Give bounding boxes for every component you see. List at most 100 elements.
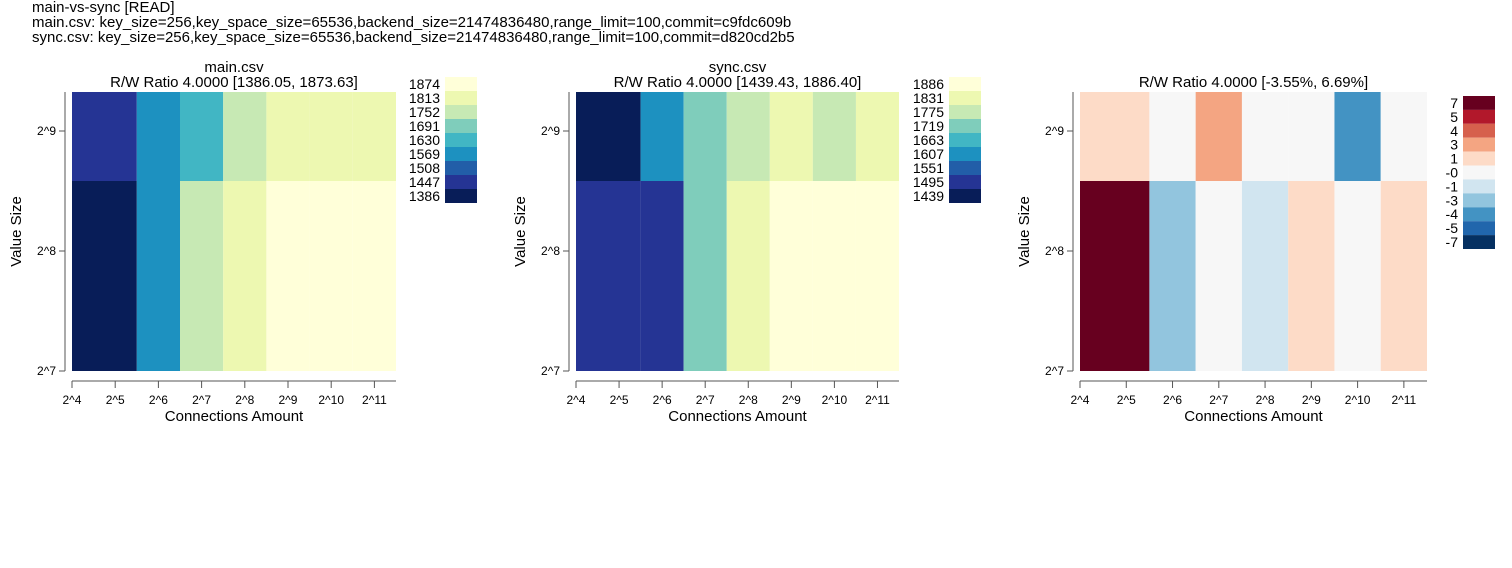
legend-label: 3 (1450, 137, 1458, 153)
heatmap-cell-2^9-2^7 (180, 92, 224, 181)
heatmap-cell-2^9-2^5 (1080, 92, 1150, 181)
legend-swatch-9 (1463, 207, 1495, 222)
legend-swatch-6 (1463, 165, 1495, 180)
legend-label: 1439 (913, 188, 944, 204)
sync-csv-info: sync.csv: key_size=256,key_space_size=65… (32, 29, 795, 46)
y-axis-label: Value Size (512, 196, 529, 267)
heatmap-cell-2^9-2^8 (223, 92, 267, 181)
heatmap-cell-2^8-2^6 (640, 181, 684, 371)
legend-swatch-4 (1463, 137, 1495, 152)
x-tick-label: 2^8 (1256, 393, 1275, 407)
x-tick-label: 2^7 (192, 393, 211, 407)
x-axis-label: Connections Amount (165, 408, 304, 425)
panel-1-title: main.csv (204, 59, 264, 76)
legend-label: 1752 (409, 104, 440, 120)
panel-2-subtitle: R/W Ratio 4.0000 [1439.43, 1886.40] (614, 74, 862, 91)
heatmap-cell-2^8-2^11 (1380, 181, 1427, 371)
legend-swatch-11 (1463, 235, 1495, 249)
y-axis-label: Value Size (1016, 196, 1033, 267)
figure-header: main-vs-sync [READ] main.csv: key_size=2… (32, 0, 795, 45)
x-tick-label: 2^9 (782, 393, 801, 407)
heatmap-cell-2^8-2^8 (1241, 181, 1289, 371)
legend-swatch-1 (1463, 96, 1495, 110)
x-tick-label: 2^9 (1302, 393, 1321, 407)
y-tick-label: 2^8 (37, 244, 56, 258)
legend-swatch-1 (445, 77, 477, 91)
y-tick-label: 2^8 (1045, 244, 1064, 258)
x-axis-label: Connections Amount (1184, 408, 1323, 425)
legend-label: -4 (1446, 206, 1459, 222)
legend-swatch-4 (949, 119, 981, 133)
heatmap-cell-2^9-2^7 (1195, 92, 1242, 181)
x-tick-label: 2^11 (865, 393, 890, 407)
legend-swatch-7 (949, 161, 981, 175)
legend-label: 1447 (409, 174, 440, 190)
legend-swatch-5 (949, 133, 981, 147)
y-tick-label: 2^8 (541, 244, 560, 258)
y-tick-label: 2^7 (1045, 364, 1064, 378)
legend-swatch-5 (1463, 151, 1495, 166)
heatmap-cell-2^8-2^9 (1288, 181, 1335, 371)
legend-swatch-2 (445, 91, 477, 105)
heatmap-cell-2^9-2^8 (1241, 92, 1289, 181)
heatmap-cell-2^8-2^11 (352, 181, 396, 371)
heatmap-cell-2^9-2^9 (769, 92, 813, 181)
x-tick-label: 2^11 (362, 393, 387, 407)
y-tick-label: 2^9 (37, 124, 56, 138)
legend-label: 1831 (913, 90, 944, 106)
legend-swatch-10 (1463, 221, 1495, 236)
legend-swatch-3 (949, 105, 981, 119)
legend-swatch-1 (949, 77, 981, 91)
x-tick-label: 2^8 (235, 393, 254, 407)
x-tick-label: 2^4 (1071, 393, 1090, 407)
heatmap-cell-2^8-2^9 (769, 181, 813, 371)
x-tick-label: 2^11 (1391, 393, 1416, 407)
legend-label: 1386 (409, 188, 440, 204)
x-tick-label: 2^9 (279, 393, 298, 407)
heatmap-cell-2^8-2^6 (136, 181, 180, 371)
x-tick-label: 2^6 (149, 393, 168, 407)
x-tick-label: 2^4 (567, 393, 586, 407)
legend-label: 7 (1450, 95, 1458, 111)
legend-label: 1874 (409, 76, 440, 92)
x-axis-label: Connections Amount (668, 408, 807, 425)
heatmap-cell-2^9-2^10 (309, 92, 353, 181)
heatmap-cell-2^9-2^11 (352, 92, 396, 181)
heatmap-cell-2^9-2^10 (812, 92, 856, 181)
main-csv-info: main.csv: key_size=256,key_space_size=65… (32, 14, 792, 31)
legend-label: 1569 (409, 146, 440, 162)
legend-swatch-6 (445, 147, 477, 161)
legend-label: 1719 (913, 118, 944, 134)
x-tick-label: 2^10 (1345, 393, 1371, 407)
x-tick-label: 2^5 (610, 393, 629, 407)
legend-label: 1886 (913, 76, 944, 92)
x-tick-label: 2^10 (822, 393, 848, 407)
x-tick-label: 2^6 (653, 393, 672, 407)
legend-swatch-8 (949, 175, 981, 189)
legend-label: 1 (1450, 151, 1458, 167)
heatmap-cell-2^8-2^7 (1195, 181, 1242, 371)
heatmap-cell-2^8-2^7 (683, 181, 727, 371)
heatmap-cell-2^8-2^5 (576, 181, 641, 371)
x-tick-label: 2^8 (739, 393, 758, 407)
heatmap-cell-2^8-2^5 (72, 181, 137, 371)
heatmap-cell-2^8-2^7 (180, 181, 224, 371)
y-tick-label: 2^9 (1045, 124, 1064, 138)
heatmap-cell-2^9-2^6 (136, 92, 180, 181)
heatmap-cell-2^9-2^5 (72, 92, 137, 181)
legend-label: -1 (1446, 178, 1459, 194)
legend-label: 1663 (913, 132, 944, 148)
legend-swatch-7 (445, 161, 477, 175)
heatmap-cell-2^8-2^10 (309, 181, 353, 371)
legend-swatch-7 (1463, 179, 1495, 194)
legend-label: 1495 (913, 174, 944, 190)
heatmap-cell-2^8-2^8 (223, 181, 267, 371)
heatmap-cell-2^8-2^9 (266, 181, 310, 371)
x-tick-label: 2^7 (696, 393, 715, 407)
legend-label: -0 (1446, 165, 1459, 181)
legend-label: -5 (1446, 220, 1459, 236)
legend-swatch-9 (949, 189, 981, 203)
heatmap-cell-2^8-2^11 (855, 181, 899, 371)
legend-swatch-8 (445, 175, 477, 189)
